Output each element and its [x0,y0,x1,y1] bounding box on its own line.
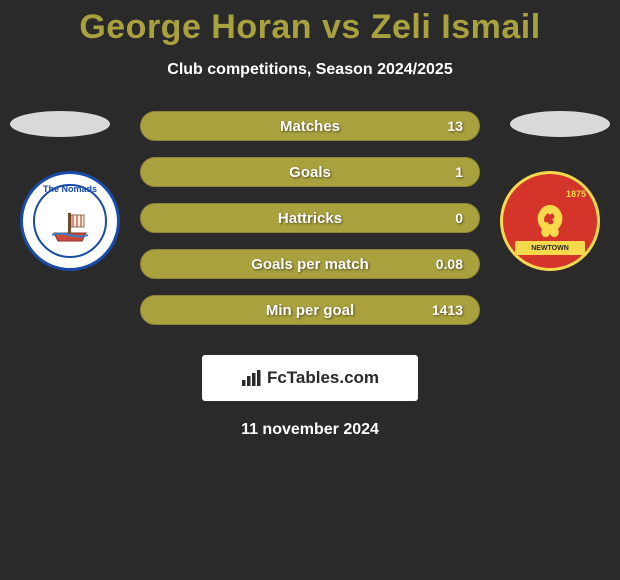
stat-label: Matches [280,118,340,135]
ellipse-left [10,111,110,137]
badge-right-inner: 1875 NEWTOWN [510,181,590,261]
comparison-content: The Nomads 1875 NEWTOWN Matches 13 [0,111,620,341]
club-badge-left: The Nomads [20,171,120,271]
stat-row-min-per-goal: Min per goal 1413 [140,295,480,325]
stat-row-matches: Matches 13 [140,111,480,141]
title-text: George Horan vs Zeli Ismail [79,8,540,46]
stat-value: 1 [455,164,463,180]
stat-value: 0.08 [436,256,463,272]
page-title: George Horan vs Zeli Ismail [0,0,620,47]
stat-label: Goals [289,164,331,181]
ship-icon [50,207,90,243]
stat-label: Min per goal [266,302,354,319]
badge-right-ribbon: NEWTOWN [515,241,585,255]
date-label: 11 november 2024 [0,421,620,439]
badge-left-text: The Nomads [35,184,105,194]
stat-value: 0 [455,210,463,226]
stat-row-goals: Goals 1 [140,157,480,187]
bar-chart-icon [241,369,261,387]
ellipse-right [510,111,610,137]
stat-value: 1413 [432,302,463,318]
stat-row-goals-per-match: Goals per match 0.08 [140,249,480,279]
brand-name: FcTables.com [267,368,379,388]
stat-label: Hattricks [278,210,342,227]
subtitle: Club competitions, Season 2024/2025 [0,61,620,79]
badge-right-year: 1875 [566,189,586,199]
stat-value: 13 [447,118,463,134]
lion-icon [528,199,572,243]
brand-box: FcTables.com [202,355,418,401]
club-badge-right: 1875 NEWTOWN [500,171,600,271]
badge-left-inner: The Nomads [33,184,107,258]
stat-bars: Matches 13 Goals 1 Hattricks 0 Goals per… [140,111,480,341]
stat-label: Goals per match [251,256,369,273]
stat-row-hattricks: Hattricks 0 [140,203,480,233]
